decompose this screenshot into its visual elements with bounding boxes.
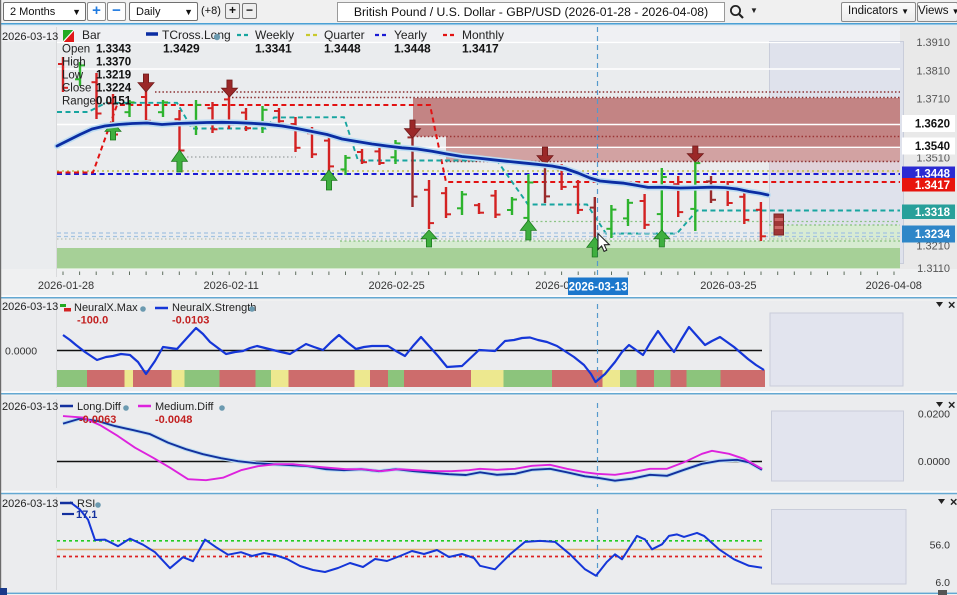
svg-text:1.3417: 1.3417 bbox=[915, 180, 950, 192]
svg-text:Bar: Bar bbox=[82, 28, 101, 42]
svg-text:-100.0: -100.0 bbox=[77, 315, 108, 327]
svg-text:✕: ✕ bbox=[948, 301, 956, 312]
svg-text:2026-03-25: 2026-03-25 bbox=[700, 280, 756, 292]
svg-text:0.0200: 0.0200 bbox=[918, 409, 950, 421]
svg-text:Quarter: Quarter bbox=[324, 28, 365, 42]
svg-text:1.3110: 1.3110 bbox=[917, 263, 950, 275]
svg-text:1.3540: 1.3540 bbox=[915, 141, 950, 153]
svg-text:Close: Close bbox=[62, 83, 91, 95]
svg-text:✕: ✕ bbox=[948, 401, 956, 412]
svg-text:1.3448: 1.3448 bbox=[915, 169, 951, 181]
svg-text:56.0: 56.0 bbox=[930, 540, 951, 552]
svg-text:RSI: RSI bbox=[77, 498, 95, 510]
svg-text:1.3448: 1.3448 bbox=[394, 42, 431, 56]
svg-text:1.3910: 1.3910 bbox=[916, 37, 950, 49]
svg-text:Weekly: Weekly bbox=[255, 28, 294, 42]
svg-text:Long.Diff: Long.Diff bbox=[77, 401, 122, 413]
svg-text:-0.0063: -0.0063 bbox=[79, 414, 116, 426]
svg-text:1.3219: 1.3219 bbox=[96, 70, 131, 82]
svg-text:TCross.Long: TCross.Long bbox=[162, 28, 231, 42]
svg-text:2026-02-11: 2026-02-11 bbox=[203, 280, 258, 292]
svg-text:Yearly: Yearly bbox=[394, 28, 427, 42]
svg-text:2026-01-28: 2026-01-28 bbox=[38, 280, 94, 292]
svg-text:1.3620: 1.3620 bbox=[915, 119, 950, 131]
svg-text:1.3417: 1.3417 bbox=[462, 42, 499, 56]
svg-text:0.0000: 0.0000 bbox=[5, 346, 37, 358]
svg-text:NeuralX.Strength: NeuralX.Strength bbox=[172, 302, 256, 314]
svg-text:High: High bbox=[62, 57, 86, 69]
svg-text:NeuralX.Max: NeuralX.Max bbox=[74, 302, 138, 314]
svg-text:-0.0048: -0.0048 bbox=[155, 414, 192, 426]
svg-text:1.3234: 1.3234 bbox=[915, 229, 951, 241]
svg-text:2026-03-13: 2026-03-13 bbox=[569, 282, 628, 294]
svg-text:Open: Open bbox=[62, 44, 90, 56]
svg-text:2026-03-13: 2026-03-13 bbox=[2, 31, 58, 43]
svg-text:0.0000: 0.0000 bbox=[918, 456, 950, 468]
svg-text:Medium.Diff: Medium.Diff bbox=[155, 401, 214, 413]
svg-text:2026-03-13: 2026-03-13 bbox=[2, 301, 58, 313]
svg-text:17.1: 17.1 bbox=[76, 509, 97, 521]
svg-text:1.3710: 1.3710 bbox=[916, 94, 950, 106]
svg-text:Monthly: Monthly bbox=[462, 28, 504, 42]
svg-text:1.3429: 1.3429 bbox=[163, 42, 200, 56]
svg-text:1.3318: 1.3318 bbox=[915, 207, 951, 219]
svg-text:Low: Low bbox=[62, 70, 84, 82]
svg-text:Range: Range bbox=[62, 96, 96, 108]
svg-text:0.0151: 0.0151 bbox=[96, 96, 132, 108]
svg-text:1.3341: 1.3341 bbox=[255, 42, 292, 56]
svg-text:-0.0103: -0.0103 bbox=[172, 315, 209, 327]
svg-text:2026-02-25: 2026-02-25 bbox=[368, 280, 424, 292]
svg-text:1.3343: 1.3343 bbox=[96, 44, 131, 56]
svg-text:1.3448: 1.3448 bbox=[324, 42, 361, 56]
svg-text:1.3224: 1.3224 bbox=[96, 83, 132, 95]
svg-text:1.3510: 1.3510 bbox=[916, 152, 950, 164]
svg-text:✕: ✕ bbox=[950, 498, 957, 509]
svg-text:1.3370: 1.3370 bbox=[96, 57, 131, 69]
svg-text:1.3810: 1.3810 bbox=[916, 66, 950, 78]
svg-text:2026-03-13: 2026-03-13 bbox=[2, 401, 58, 413]
svg-text:6.0: 6.0 bbox=[935, 577, 950, 589]
svg-text:1.3210: 1.3210 bbox=[916, 240, 950, 252]
svg-text:2026-04-08: 2026-04-08 bbox=[866, 280, 922, 292]
svg-text:2026-03-13: 2026-03-13 bbox=[2, 498, 58, 510]
